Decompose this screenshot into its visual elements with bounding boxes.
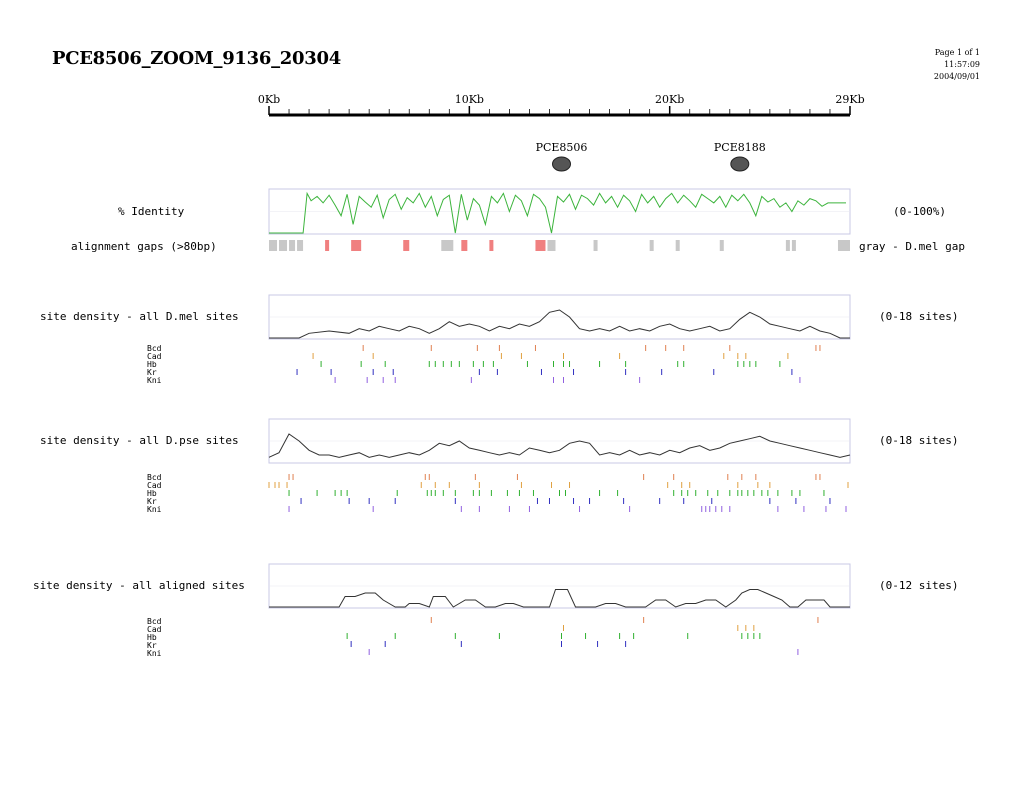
gap-red <box>461 240 468 251</box>
ruler-tick-label: 0Kb <box>258 93 280 106</box>
aligned-density-label: site density - all aligned sites <box>33 579 245 592</box>
dpse-factor-bcd: Bcd <box>147 473 162 482</box>
print-date: 2004/09/01 <box>933 72 980 81</box>
gap-gray <box>649 240 654 251</box>
gap-gray <box>719 240 724 251</box>
dpse-density-label: site density - all D.pse sites <box>40 434 239 447</box>
ruler-tick-label: 10Kb <box>455 93 484 106</box>
tracks <box>268 188 851 655</box>
dpse-factor-cad: Cad <box>147 481 162 490</box>
aligned-density-range: (0-12 sites) <box>879 579 959 592</box>
aligned-factor-cad: Cad <box>147 625 162 634</box>
gap-gray <box>785 240 790 251</box>
gap-red <box>351 240 362 251</box>
dmel-factor-kr: Kr <box>147 368 157 377</box>
dpse-density-range: (0-18 sites) <box>879 434 959 447</box>
gap-red <box>489 240 494 251</box>
ruler-tick-label: 20Kb <box>655 93 684 106</box>
aligned-factor-hb: Hb <box>147 633 157 642</box>
identity-range: (0-100%) <box>893 205 946 218</box>
element-marker <box>730 156 750 172</box>
print-time: 11:57:09 <box>944 60 980 69</box>
gaps-legend: gray - D.mel gap <box>859 240 965 253</box>
aligned-density-line <box>269 589 850 608</box>
page-number: Page 1 of 1 <box>934 48 980 57</box>
dmel-factor-hb: Hb <box>147 360 157 369</box>
aligned-factor-bcd: Bcd <box>147 617 162 626</box>
gap-gray <box>675 240 680 251</box>
dmel-factor-cad: Cad <box>147 352 162 361</box>
dmel-density-line <box>269 309 850 339</box>
dmel-density-range: (0-18 sites) <box>879 310 959 323</box>
aligned-factor-kni: Kni <box>147 649 162 658</box>
dpse-factor-kr: Kr <box>147 497 157 506</box>
dpse-factor-hb: Hb <box>147 489 157 498</box>
identity-label: % Identity <box>118 205 185 218</box>
aligned-factor-kr: Kr <box>147 641 157 650</box>
page-title: PCE8506_ZOOM_9136_20304 <box>52 48 341 69</box>
element-marker <box>552 156 572 172</box>
gap-gray <box>289 240 296 251</box>
gap-red <box>325 240 330 251</box>
element-markers: PCE8506 PCE8188 <box>536 141 766 172</box>
dpse-factor-kni: Kni <box>147 505 162 514</box>
dpse-density-line <box>268 433 851 458</box>
dmel-factor-bcd: Bcd <box>147 344 162 353</box>
gap-gray <box>269 240 278 251</box>
gap-gray <box>547 240 556 251</box>
identity-line <box>269 191 846 234</box>
dmel-factor-kni: Kni <box>147 376 162 385</box>
gap-gray <box>441 240 454 251</box>
gap-gray <box>279 240 288 251</box>
gap-red <box>535 240 546 251</box>
gap-gray <box>837 240 850 251</box>
gap-gray <box>791 240 796 251</box>
ruler-tick-label: 29Kb <box>835 93 864 106</box>
gaps-label: alignment gaps (>80bp) <box>71 240 217 253</box>
kb-ruler: 0Kb 10Kb 20Kb 29Kb <box>258 93 865 117</box>
element-label: PCE8188 <box>714 141 766 154</box>
element-label: PCE8506 <box>536 141 588 154</box>
gap-red <box>403 240 410 251</box>
dmel-density-label: site density - all D.mel sites <box>40 310 239 323</box>
gap-gray <box>593 240 598 251</box>
gap-gray <box>297 240 304 251</box>
